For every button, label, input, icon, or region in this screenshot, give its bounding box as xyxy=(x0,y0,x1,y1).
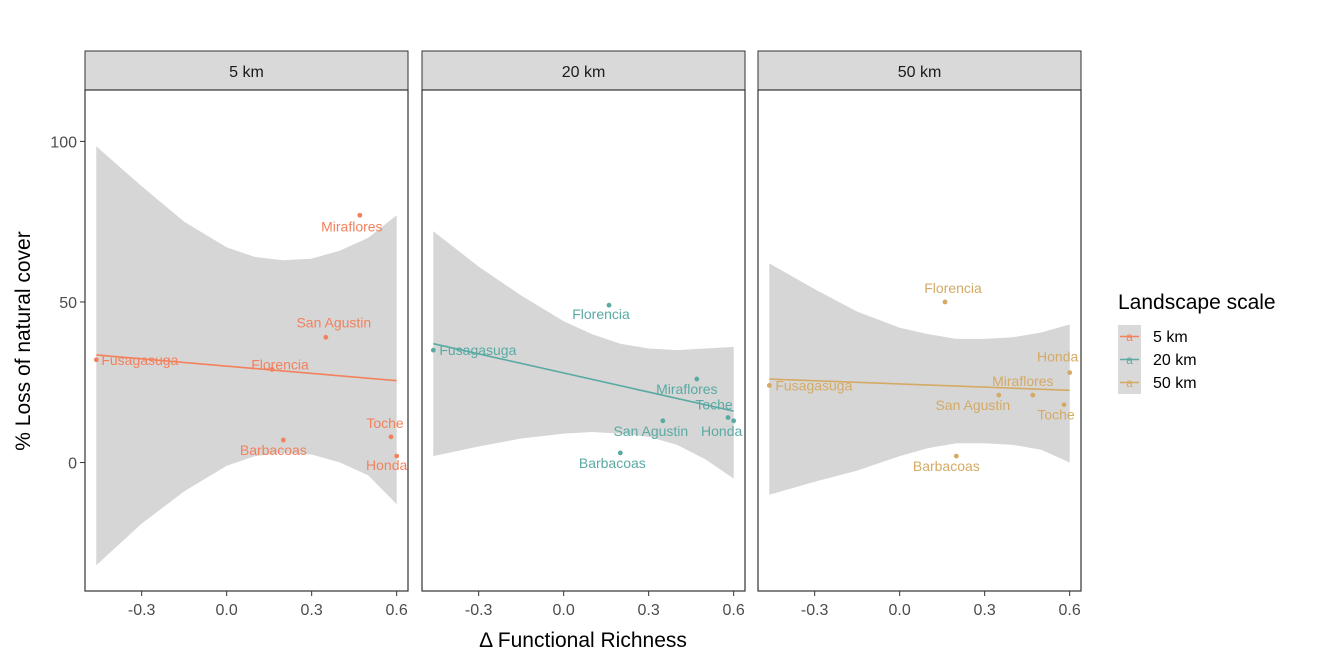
point-label: San Agustin xyxy=(613,423,688,439)
data-point xyxy=(725,415,731,420)
point-label: Florencia xyxy=(251,356,309,372)
data-point xyxy=(766,383,772,388)
x-tick-label: 0.6 xyxy=(386,602,408,619)
legend-key-glyph: a xyxy=(1126,330,1133,344)
legend-label: 50 km xyxy=(1153,375,1197,392)
point-label: Miraflores xyxy=(992,373,1053,389)
point-label: Florencia xyxy=(924,280,982,296)
facet-strip-label: 5 km xyxy=(229,64,264,81)
confidence-band xyxy=(96,146,397,566)
point-label: Miraflores xyxy=(321,218,382,234)
point-label: San Agustin xyxy=(935,397,1010,413)
point-label: Honda xyxy=(701,423,742,439)
data-point xyxy=(1067,370,1073,376)
x-tick-label: 0.3 xyxy=(301,602,323,619)
x-tick-label: 0.0 xyxy=(889,602,911,619)
data-point xyxy=(996,392,1002,398)
point-label: Toche xyxy=(1037,407,1075,423)
legend-item: a 5 km xyxy=(1118,325,1188,348)
data-point xyxy=(323,334,329,340)
data-point xyxy=(606,302,612,308)
point-label: Barbacoas xyxy=(913,458,980,474)
x-tick-label: -0.3 xyxy=(465,602,493,619)
facet-strip xyxy=(84,50,409,91)
point-label: Toche xyxy=(695,397,733,413)
data-point xyxy=(660,418,666,424)
confidence-band xyxy=(769,263,1070,495)
point-label: Honda xyxy=(1037,349,1078,365)
data-point xyxy=(1030,392,1036,398)
point-label: Miraflores xyxy=(656,381,717,397)
facet-strip-label: 20 km xyxy=(562,64,606,81)
x-tick-label: -0.3 xyxy=(801,602,829,619)
panel-border xyxy=(757,89,1082,592)
data-point xyxy=(1061,402,1067,408)
legend-title: Landscape scale xyxy=(1118,291,1276,314)
data-point xyxy=(394,453,400,459)
facet-strip xyxy=(757,50,1082,91)
point-label: San Agustin xyxy=(296,314,371,330)
data-point xyxy=(269,367,275,372)
data-point xyxy=(357,212,363,218)
facet-panel-5-km: 5 km Miraflores San Agustin Florencia Fusaga… xyxy=(50,50,409,619)
confidence-band xyxy=(433,231,734,479)
y-axis-title: % Loss of natural cover xyxy=(12,231,35,450)
facet-panel-50-km: 50 km Florencia Honda Fusagasuga Miraflores S… xyxy=(757,50,1082,619)
y-tick-label: 100 xyxy=(50,134,77,151)
y-tick-label: 0 xyxy=(68,456,77,473)
x-tick-label: 0.0 xyxy=(553,602,575,619)
data-point xyxy=(280,437,286,443)
legend: Landscape scale a 5 km a 20 km a 50 km xyxy=(1118,291,1276,394)
legend-item: a 20 km xyxy=(1118,348,1197,371)
point-label: Fusagasuga xyxy=(439,342,516,358)
x-tick-label: -0.3 xyxy=(128,602,156,619)
trend-line xyxy=(433,342,734,412)
point-label: Toche xyxy=(366,415,404,431)
point-label: Barbacoas xyxy=(579,455,646,471)
legend-key-glyph: a xyxy=(1126,376,1133,390)
legend-key-glyph: a xyxy=(1126,353,1133,367)
legend-label: 20 km xyxy=(1153,352,1197,369)
point-label: Florencia xyxy=(572,306,630,322)
trend-line xyxy=(96,354,397,382)
data-point xyxy=(617,450,623,456)
panel-border xyxy=(84,89,409,592)
data-point xyxy=(953,453,959,459)
facet-strip xyxy=(421,50,746,91)
x-tick-label: 0.3 xyxy=(974,602,996,619)
trend-line xyxy=(769,378,1070,392)
data-point xyxy=(93,357,99,363)
data-point xyxy=(388,434,394,440)
legend-label: 5 km xyxy=(1153,329,1188,346)
panel-border xyxy=(421,89,746,592)
x-tick-label: 0.3 xyxy=(638,602,660,619)
x-tick-label: 0.0 xyxy=(216,602,238,619)
x-axis-title: Δ Functional Richness xyxy=(479,629,687,652)
x-tick-label: 0.6 xyxy=(1059,602,1081,619)
legend-item: a 50 km xyxy=(1118,371,1197,394)
data-point xyxy=(430,347,436,353)
y-tick-label: 50 xyxy=(59,295,77,312)
data-point xyxy=(942,299,948,305)
data-point xyxy=(694,376,700,382)
point-label: Honda xyxy=(366,457,407,473)
point-label: Fusagasuga xyxy=(775,377,852,393)
data-point xyxy=(731,418,737,424)
facet-strip-label: 50 km xyxy=(898,64,942,81)
x-tick-label: 0.6 xyxy=(723,602,745,619)
point-label: Barbacoas xyxy=(240,442,307,458)
point-label: Fusagasuga xyxy=(101,352,178,368)
